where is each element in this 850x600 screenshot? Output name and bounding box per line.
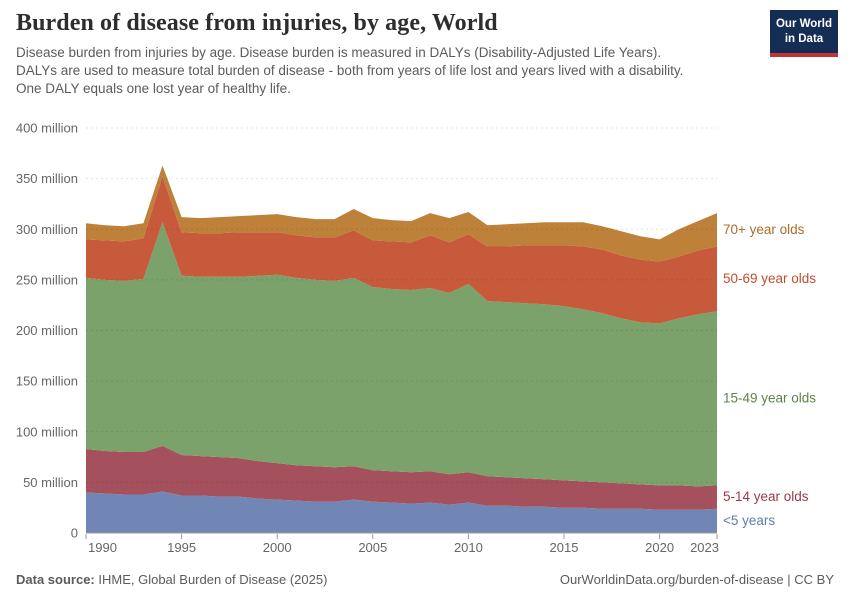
x-axis-tick-label: 1990	[88, 540, 117, 555]
logo-text-line1: Our World	[775, 18, 832, 30]
chart-title: Burden of disease from injuries, by age,…	[16, 10, 498, 36]
area-70-plus[interactable]	[86, 165, 717, 262]
x-axis-tick-label: 2015	[550, 540, 579, 555]
legend-label-under-5[interactable]: <5 years	[723, 513, 775, 528]
y-axis-tick-label: 50 million	[23, 475, 78, 490]
y-axis-tick-label: 150 million	[16, 374, 78, 389]
chart-areas	[86, 165, 717, 534]
y-axis-tick-label: 200 million	[16, 323, 78, 338]
footer-right: OurWorldinData.org/burden-of-disease | C…	[560, 572, 834, 587]
legend-label-70-plus[interactable]: 70+ year olds	[723, 222, 805, 237]
license-badge: | CC BY	[783, 572, 834, 587]
y-axis-tick-label: 350 million	[16, 171, 78, 186]
x-axis-tick-label: 2000	[263, 540, 292, 555]
x-axis-tick-label: 2020	[645, 540, 674, 555]
data-source-value: IHME, Global Burden of Disease (2025)	[94, 572, 328, 587]
chart-axes: 0 50 million 100 million 150 million 200 mil…	[16, 121, 719, 556]
area-50-69[interactable]	[86, 176, 717, 324]
legend-label-5-14[interactable]: 5-14 year olds	[723, 489, 809, 504]
owid-logo[interactable]: Our World in Data	[770, 10, 838, 57]
subtitle-line: One DALY equals one lost year of healthy…	[16, 81, 291, 97]
subtitle-line: DALYs are used to measure total burden o…	[16, 63, 684, 79]
legend-label-50-69[interactable]: 50-69 year olds	[723, 271, 816, 286]
chart-subtitle: Disease burden from injuries by age. Dis…	[16, 44, 796, 98]
y-axis-tick-label: 250 million	[16, 272, 78, 287]
x-axis-tick-label: 1995	[167, 540, 196, 555]
x-axis-tick-label: 2023	[690, 540, 719, 555]
chart-header: Burden of disease from injuries, by age,…	[16, 10, 796, 98]
x-axis-tick-label: 2005	[358, 540, 387, 555]
y-axis-tick-label: 100 million	[16, 424, 78, 439]
chart-footer: Data source: IHME, Global Burden of Dise…	[16, 572, 834, 587]
y-axis-tick-label: 400 million	[16, 121, 78, 136]
chart-gridlines	[86, 127, 717, 483]
chart-legend: <5 years 5-14 year olds 15-49 year olds 50-…	[723, 222, 816, 528]
y-axis-tick-label: 0	[71, 526, 78, 541]
data-source-label: Data source:	[16, 572, 95, 587]
area-5-14[interactable]	[86, 445, 717, 510]
legend-label-15-49[interactable]: 15-49 year olds	[723, 390, 816, 405]
logo-text-line2: in Data	[784, 32, 824, 45]
y-axis-tick-label: 300 million	[16, 222, 78, 237]
area-15-49[interactable]	[86, 222, 717, 487]
x-axis-tick-label: 2010	[454, 540, 483, 555]
data-source: Data source: IHME, Global Burden of Dise…	[16, 572, 327, 587]
area-under-5[interactable]	[86, 491, 717, 534]
subtitle-line: Disease burden from injuries by age. Dis…	[16, 45, 662, 60]
owid-chart-link[interactable]: OurWorldinData.org/burden-of-disease	[559, 572, 784, 587]
